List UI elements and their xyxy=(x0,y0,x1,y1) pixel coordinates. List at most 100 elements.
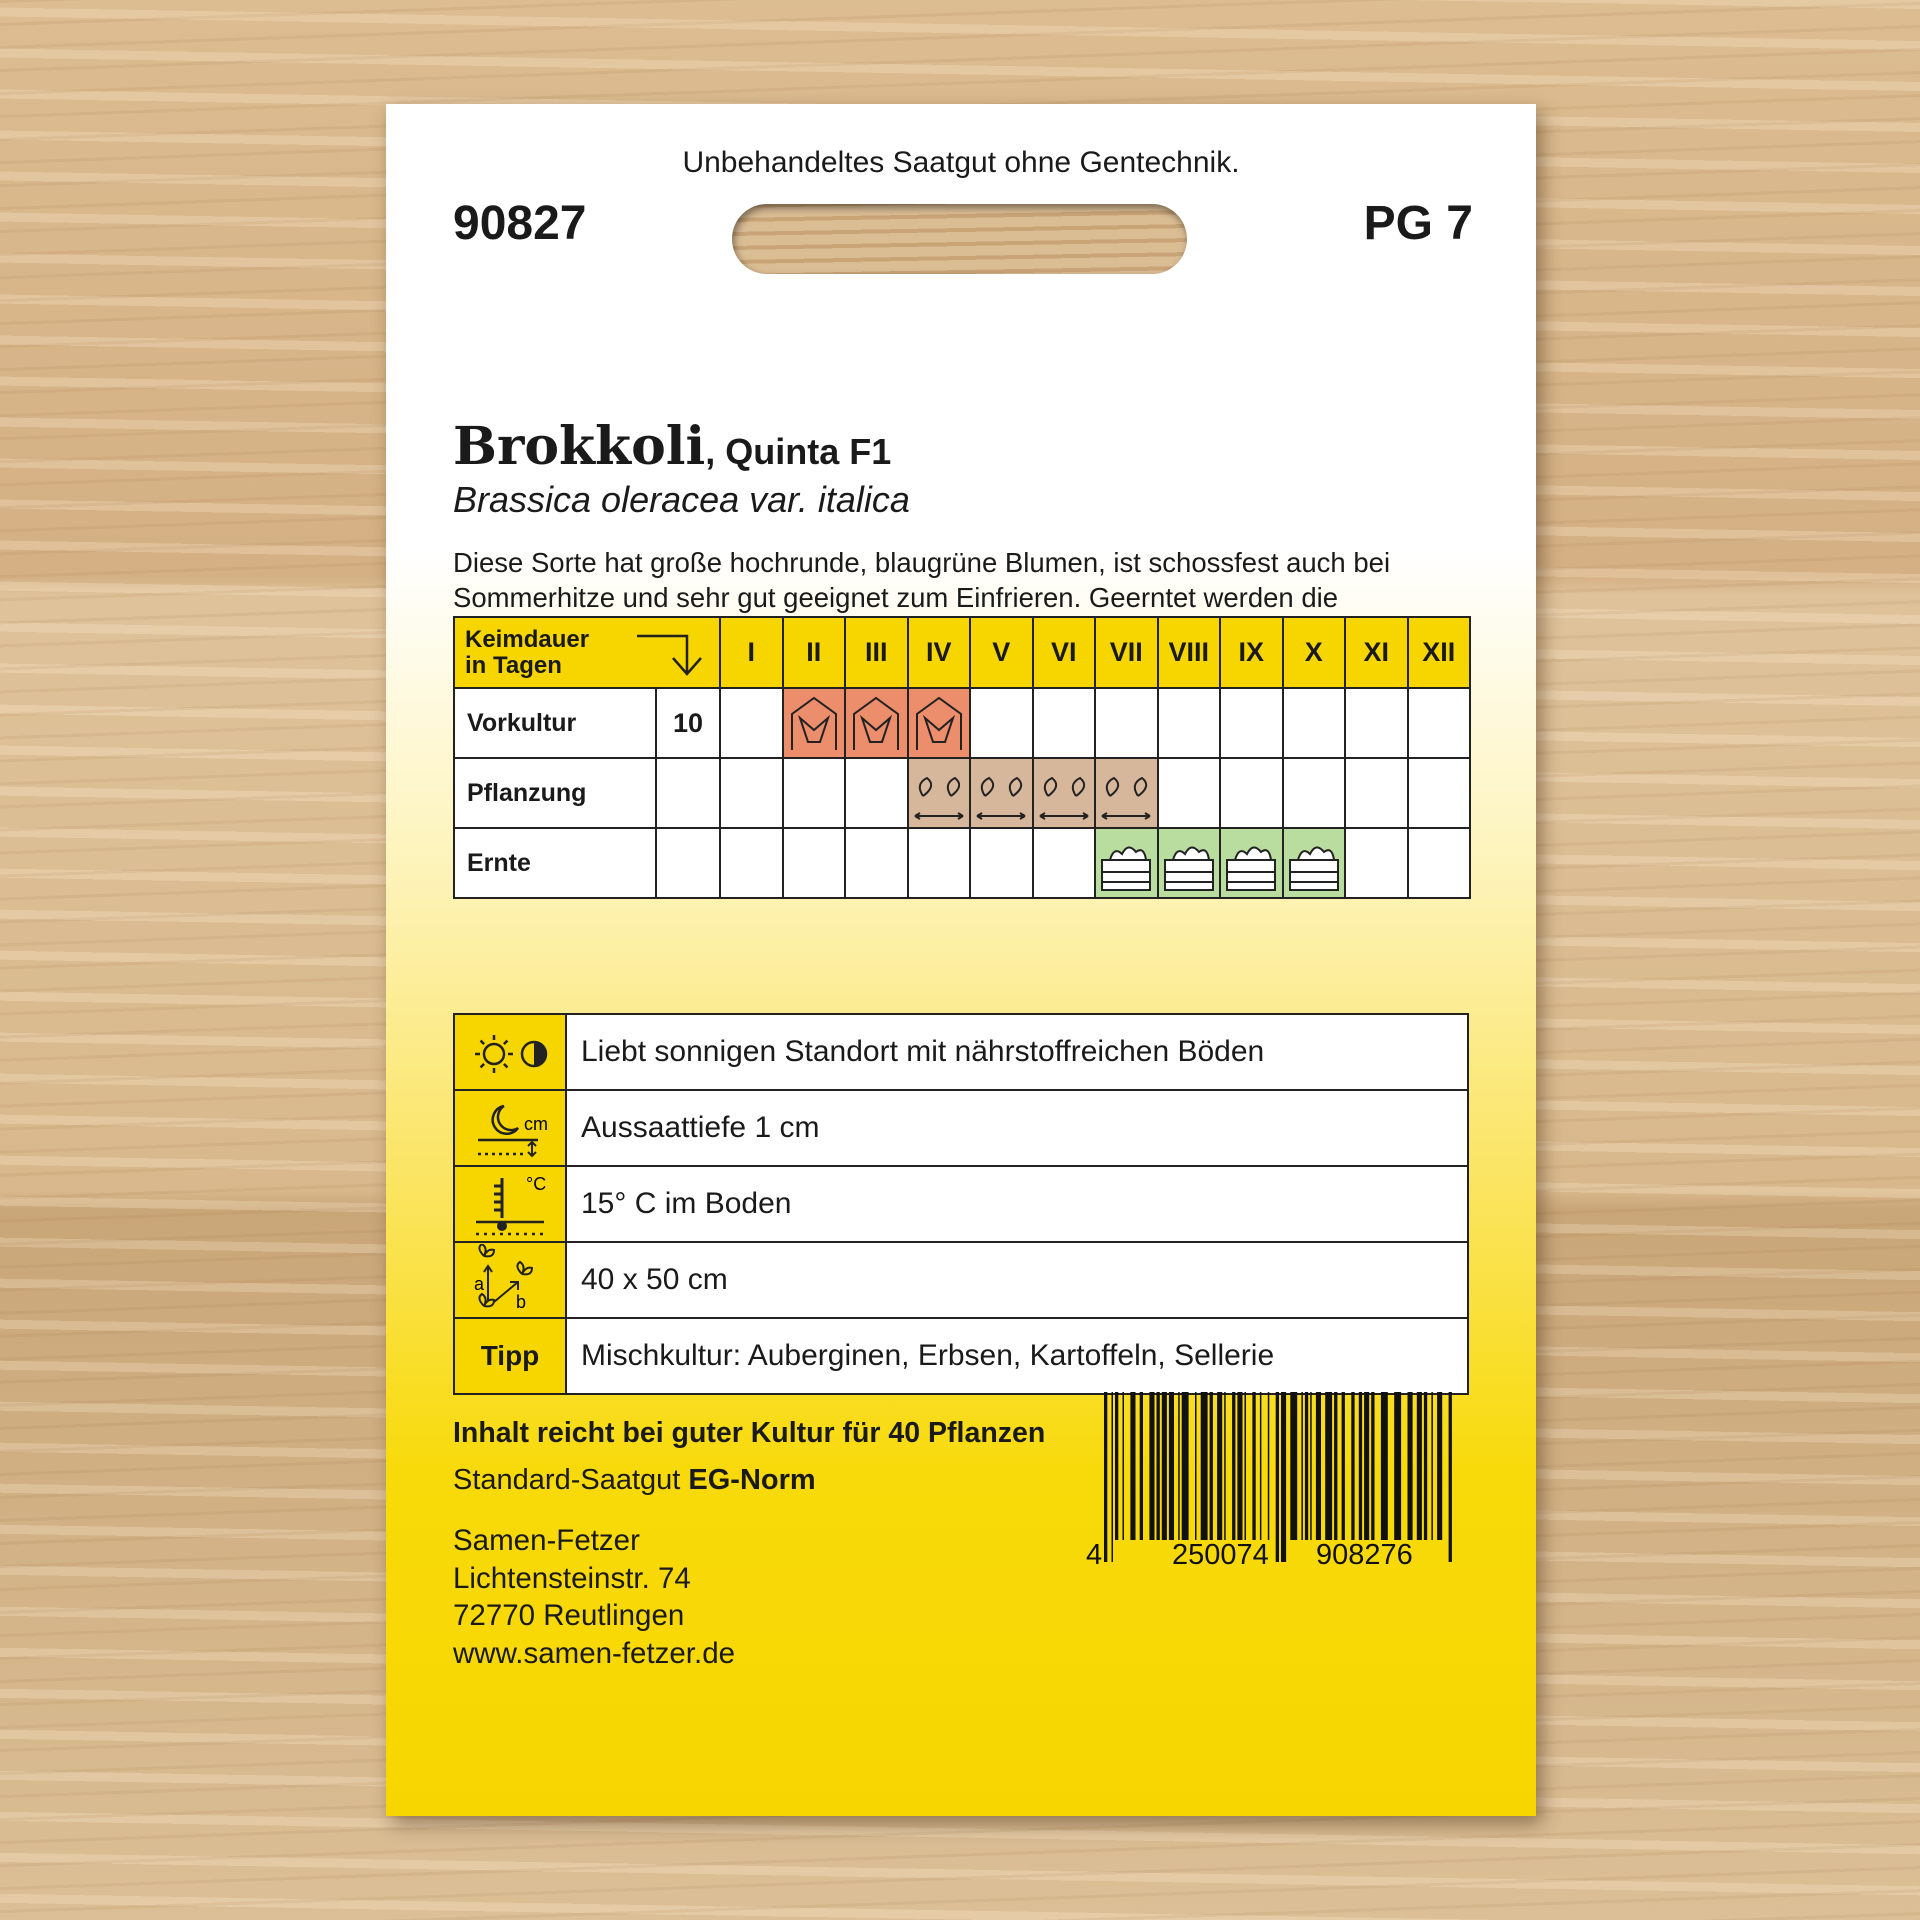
seed xyxy=(491,1104,520,1135)
month: IX xyxy=(1219,616,1284,689)
bar xyxy=(1217,1392,1223,1540)
month-cell xyxy=(1344,757,1409,829)
plant xyxy=(478,1244,496,1258)
month-cell xyxy=(719,757,784,829)
leaves xyxy=(976,776,1026,820)
greenhouse xyxy=(790,696,837,750)
ray xyxy=(479,1063,485,1069)
bar xyxy=(1149,1392,1155,1540)
bar xyxy=(1224,1392,1226,1540)
bar xyxy=(1448,1392,1452,1562)
period-icon xyxy=(1226,846,1277,891)
month-cell xyxy=(1031,827,1097,899)
address-line: 72770 Reutlingen xyxy=(453,1599,685,1632)
bar xyxy=(1200,1392,1208,1540)
barcode-digits: 908276 xyxy=(1316,1539,1413,1571)
active-period xyxy=(1281,827,1347,899)
info-text: Liebt sonnigen Standort mit nährstoffrei… xyxy=(565,1013,1469,1091)
bar xyxy=(1259,1392,1262,1540)
month: X xyxy=(1281,616,1347,689)
ray xyxy=(479,1039,485,1045)
latin-name: Brassica oleracea var. italica xyxy=(453,479,910,520)
info-text: 40 x 50 cm xyxy=(565,1241,1469,1319)
bar xyxy=(1237,1392,1243,1540)
active-period xyxy=(844,687,909,759)
germination xyxy=(654,827,722,899)
address-line: Lichtensteinstr. 74 xyxy=(453,1561,691,1595)
bar xyxy=(1334,1392,1338,1540)
month-cell xyxy=(1156,687,1222,759)
month-cell xyxy=(1094,687,1159,759)
bar xyxy=(1437,1392,1443,1540)
period-icon xyxy=(915,696,962,750)
content-note: Inhalt reicht bei guter Kultur für 40 Pf… xyxy=(453,1417,1046,1449)
active-period xyxy=(1156,827,1222,899)
description-line: Diese Sorte hat große hochrunde, blaugrü… xyxy=(453,547,1391,578)
standard-norm: EG-Norm xyxy=(688,1464,816,1496)
bar xyxy=(1122,1392,1124,1540)
bar xyxy=(1358,1392,1363,1540)
crate xyxy=(1226,846,1277,891)
address: Samen-Fetzer Lichtensteinstr. 74 72770 Reu… xyxy=(453,1522,735,1672)
bar xyxy=(1423,1392,1428,1540)
bar xyxy=(1325,1392,1333,1540)
info-icon: °C xyxy=(453,1165,567,1243)
month: VIII xyxy=(1156,616,1222,689)
bar xyxy=(1178,1392,1180,1540)
bar xyxy=(1304,1392,1309,1540)
bar xyxy=(1407,1392,1413,1540)
icon-text: a xyxy=(474,1274,485,1294)
icon-text: cm xyxy=(524,1114,548,1134)
bar xyxy=(1281,1392,1287,1562)
active-period xyxy=(906,687,972,759)
germination: 10 xyxy=(654,687,722,759)
month-cell xyxy=(969,687,1034,759)
info-row: a b 40 x 50 cm xyxy=(453,1241,1469,1319)
active-period xyxy=(906,757,972,829)
icon: cm xyxy=(478,1104,548,1158)
header-label-line: Keimdauer xyxy=(465,625,590,653)
month-cell xyxy=(1406,687,1472,759)
leaves xyxy=(914,776,964,820)
bar xyxy=(1351,1392,1355,1540)
month: VII xyxy=(1094,616,1159,689)
arrow xyxy=(527,1140,537,1158)
barcode: 4 250074 908276 xyxy=(1086,1392,1452,1571)
month: XI xyxy=(1344,616,1409,689)
month: V xyxy=(969,616,1034,689)
arrow-path xyxy=(637,634,702,676)
bar xyxy=(1252,1392,1256,1540)
info-row: cm Aussaattiefe 1 cm xyxy=(453,1089,1469,1167)
ray xyxy=(503,1063,509,1069)
bar xyxy=(1181,1392,1189,1540)
icon: °C xyxy=(476,1174,546,1236)
germination xyxy=(654,757,722,829)
month-cell xyxy=(1156,757,1222,829)
month: VI xyxy=(1031,616,1097,689)
month-cell xyxy=(906,827,972,899)
month-cell xyxy=(1219,757,1284,829)
bulb xyxy=(497,1221,507,1231)
month: III xyxy=(844,616,909,689)
barcode-digits: 4 xyxy=(1086,1539,1102,1571)
period-icon xyxy=(853,696,900,750)
header-label: Keimdauer in Tagen xyxy=(452,616,722,689)
bar xyxy=(1290,1392,1298,1540)
period-icon xyxy=(1039,776,1089,820)
info-row: Liebt sonnigen Standort mit nährstoffrei… xyxy=(453,1013,1469,1091)
month-cell xyxy=(844,827,909,899)
calendar-row: Vorkultur 10 xyxy=(453,687,1472,759)
month: IV xyxy=(906,616,972,689)
icon-text: °C xyxy=(526,1174,546,1194)
plant xyxy=(516,1260,534,1276)
period-icon xyxy=(1101,776,1151,820)
arrows xyxy=(483,1264,519,1303)
standard-text: Standard-Saatgut xyxy=(453,1464,681,1496)
bar xyxy=(1209,1392,1213,1540)
calendar-row: Pflanzung xyxy=(453,757,1472,829)
active-period xyxy=(1094,757,1159,829)
hang-slot xyxy=(732,204,1187,274)
bar xyxy=(1416,1392,1422,1540)
info-icon xyxy=(453,1013,567,1091)
bar xyxy=(1301,1392,1303,1540)
